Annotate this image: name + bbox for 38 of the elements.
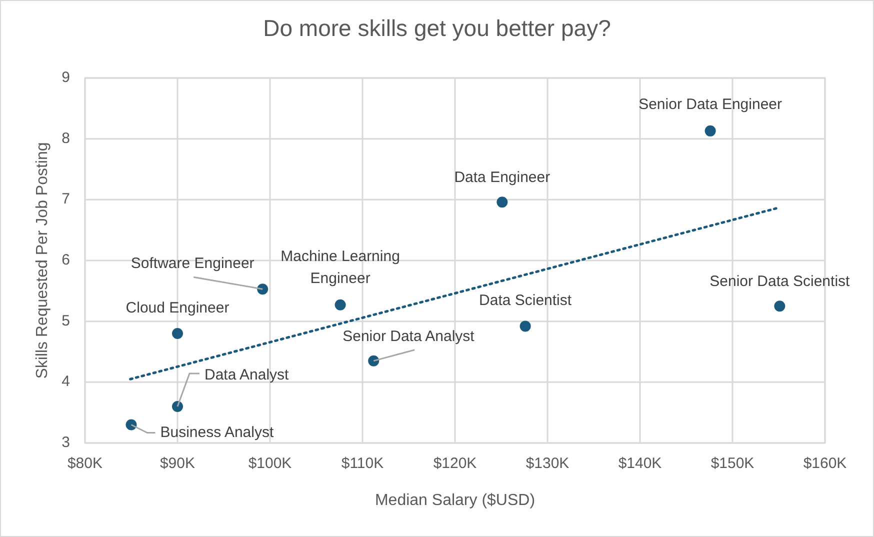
x-tick-label: $100K bbox=[248, 455, 292, 472]
annotation: Cloud Engineer bbox=[126, 299, 230, 316]
x-tick-label: $80K bbox=[67, 455, 103, 472]
annotation: Business Analyst bbox=[160, 424, 274, 441]
annotation: Software Engineer bbox=[130, 255, 254, 272]
annotation: Senior Data Scientist bbox=[710, 273, 851, 290]
point bbox=[774, 300, 786, 312]
y-tick-label: 3 bbox=[62, 434, 70, 451]
annotation: Data Analyst bbox=[204, 366, 290, 384]
point bbox=[257, 284, 268, 295]
x-tick-label: $140K bbox=[618, 455, 662, 472]
x-tick-label: $90K bbox=[160, 455, 196, 472]
point bbox=[520, 320, 531, 332]
annotation: Machine Learning Engineer bbox=[280, 248, 400, 287]
y-tick-label: 4 bbox=[62, 373, 70, 390]
x-tick-label: $160K bbox=[803, 455, 847, 472]
annotation: Data Engineer bbox=[454, 169, 550, 186]
x-tick-label: $150K bbox=[710, 455, 754, 472]
x-tick-label: $130K bbox=[526, 455, 570, 472]
y-tick-label: 5 bbox=[62, 312, 70, 330]
point bbox=[704, 125, 716, 136]
point bbox=[334, 299, 346, 310]
point bbox=[172, 401, 183, 412]
y-tick-label: 7 bbox=[62, 190, 70, 208]
annotation: Senior Data Engineer bbox=[638, 96, 782, 113]
annotation: Data Scientist bbox=[479, 292, 572, 310]
x-axis-title: Median Salary ($USD) bbox=[374, 492, 536, 509]
y-axis-title: Skills Requested Per Job Posting bbox=[34, 142, 51, 379]
y-tick-label: 8 bbox=[62, 130, 70, 147]
point bbox=[496, 196, 508, 208]
annotation: Senior Data Analyst bbox=[342, 328, 476, 345]
point bbox=[172, 328, 183, 339]
y-tick-label: 9 bbox=[62, 68, 70, 86]
y-tick-label: 6 bbox=[62, 251, 70, 268]
point bbox=[368, 355, 380, 366]
x-tick-label: $120K bbox=[433, 455, 477, 472]
chart-title: Do more skills get you better pay? bbox=[263, 15, 611, 41]
x-tick-label: $110K bbox=[341, 455, 384, 472]
